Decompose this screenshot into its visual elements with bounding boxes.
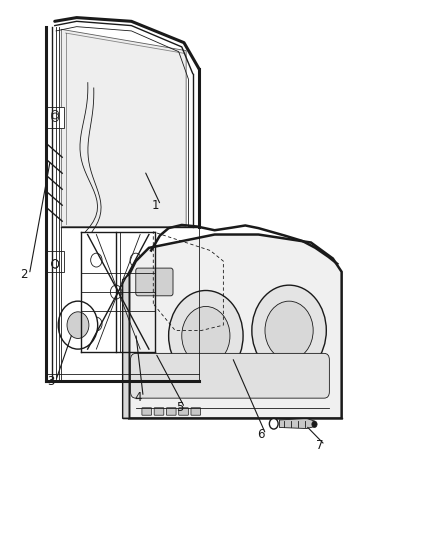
Text: 7: 7 bbox=[316, 439, 324, 451]
Polygon shape bbox=[279, 418, 315, 429]
Polygon shape bbox=[123, 274, 129, 418]
Circle shape bbox=[130, 317, 141, 331]
Circle shape bbox=[67, 312, 89, 338]
FancyBboxPatch shape bbox=[142, 408, 152, 415]
Circle shape bbox=[182, 306, 230, 365]
Circle shape bbox=[151, 346, 160, 357]
Circle shape bbox=[252, 285, 326, 376]
Circle shape bbox=[110, 285, 122, 299]
Circle shape bbox=[169, 290, 243, 381]
Polygon shape bbox=[61, 29, 186, 227]
Circle shape bbox=[312, 421, 317, 427]
Text: 3: 3 bbox=[47, 375, 54, 387]
Circle shape bbox=[130, 253, 141, 267]
FancyBboxPatch shape bbox=[136, 268, 173, 296]
Circle shape bbox=[91, 317, 102, 331]
Polygon shape bbox=[47, 107, 64, 128]
Circle shape bbox=[265, 301, 313, 360]
Polygon shape bbox=[47, 251, 64, 272]
FancyBboxPatch shape bbox=[179, 408, 188, 415]
Text: 2: 2 bbox=[20, 268, 28, 281]
FancyBboxPatch shape bbox=[131, 353, 329, 398]
Circle shape bbox=[269, 418, 278, 429]
FancyBboxPatch shape bbox=[154, 408, 164, 415]
Text: 4: 4 bbox=[134, 391, 142, 403]
Text: 5: 5 bbox=[176, 401, 183, 414]
FancyBboxPatch shape bbox=[191, 408, 201, 415]
Text: 6: 6 bbox=[257, 428, 265, 441]
Polygon shape bbox=[129, 235, 342, 418]
Circle shape bbox=[131, 325, 140, 336]
Circle shape bbox=[91, 253, 102, 267]
Circle shape bbox=[58, 301, 98, 349]
Text: 1: 1 bbox=[152, 199, 159, 212]
FancyBboxPatch shape bbox=[166, 408, 176, 415]
